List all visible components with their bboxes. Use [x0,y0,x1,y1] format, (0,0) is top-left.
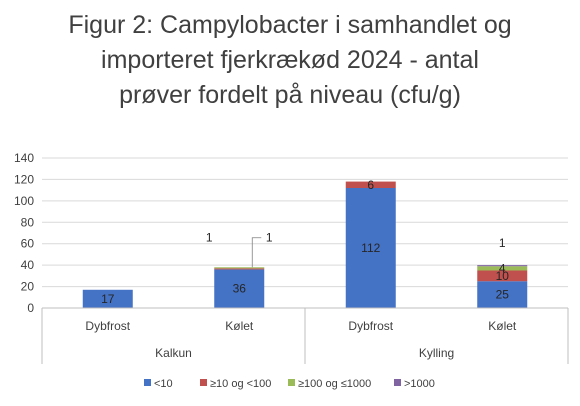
chart-title-line-1: Figur 2: Campylobacter i samhandlet og [68,11,512,39]
y-tick-label: 140 [14,151,34,165]
y-tick-label: 100 [14,194,34,208]
legend-swatch [200,379,207,386]
legend-label: <10 [154,378,173,390]
chart-title: Figur 2: Campylobacter i samhandlet og i… [0,8,580,113]
legend-label: ≥100 og ≤1000 [298,378,371,390]
x-category-label: Dybfrost [348,319,393,333]
chart-title-line-3: prøver fordelt på niveau (cfu/g) [119,81,461,109]
data-label-leader-line [251,237,262,268]
y-tick-label: 120 [14,172,34,186]
bar-dybfrost-0-series-0 [82,289,133,308]
y-tick-label: 20 [21,280,35,294]
data-label: 6 [367,178,374,192]
x-category-label: Kølet [488,319,517,333]
y-tick-label: 80 [21,215,35,229]
data-label: 112 [361,241,380,255]
data-label: 1 [499,236,506,250]
bar-klet-3-series-1 [477,270,528,282]
y-tick-label: 60 [21,237,35,251]
data-label: 10 [496,269,510,283]
x-group-label: Kalkun [155,346,192,360]
bar-klet-1-series-2 [214,267,265,269]
x-category-label: Dybfrost [85,319,130,333]
data-label: 4 [499,261,506,275]
y-tick-label: 40 [21,258,35,272]
data-label: 36 [233,282,247,296]
legend-label: ≥10 og <100 [210,378,271,390]
bar-dybfrost-2-series-0 [345,188,396,308]
bar-klet-3-series-2 [477,266,528,271]
legend-swatch [394,379,401,386]
data-label: 1 [266,231,273,245]
data-label: 1 [206,231,213,245]
chart-title-line-2: importeret fjerkrækød 2024 - antal [101,46,479,74]
bar-dybfrost-2-series-1 [345,181,396,188]
y-tick-label: 0 [27,301,34,315]
legend-swatch [288,379,295,386]
bar-klet-3-series-3 [477,265,528,267]
bar-klet-1-series-1 [214,268,265,270]
x-group-label: Kylling [419,346,454,360]
bar-klet-3-series-0 [477,281,528,308]
legend-label: >1000 [404,378,435,390]
data-label: 17 [101,292,115,306]
bar-klet-1-series-0 [214,269,265,308]
x-category-label: Kølet [225,319,254,333]
data-label: 25 [496,288,510,302]
legend-swatch [144,379,151,386]
